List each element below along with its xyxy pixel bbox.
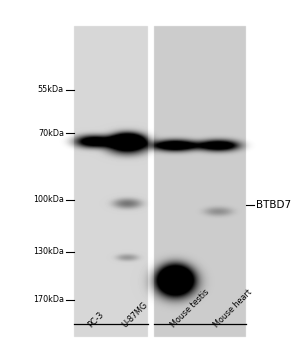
Text: U-87MG: U-87MG xyxy=(121,300,150,329)
Text: PC-3: PC-3 xyxy=(87,310,106,329)
Text: Mouse testis: Mouse testis xyxy=(169,287,211,329)
Text: BTBD7: BTBD7 xyxy=(256,200,291,210)
Text: Mouse heart: Mouse heart xyxy=(211,287,253,329)
Text: 170kDa: 170kDa xyxy=(33,295,64,304)
Text: 100kDa: 100kDa xyxy=(33,196,64,204)
Text: 70kDa: 70kDa xyxy=(38,128,64,138)
Text: 55kDa: 55kDa xyxy=(38,85,64,94)
Text: 130kDa: 130kDa xyxy=(33,247,64,257)
